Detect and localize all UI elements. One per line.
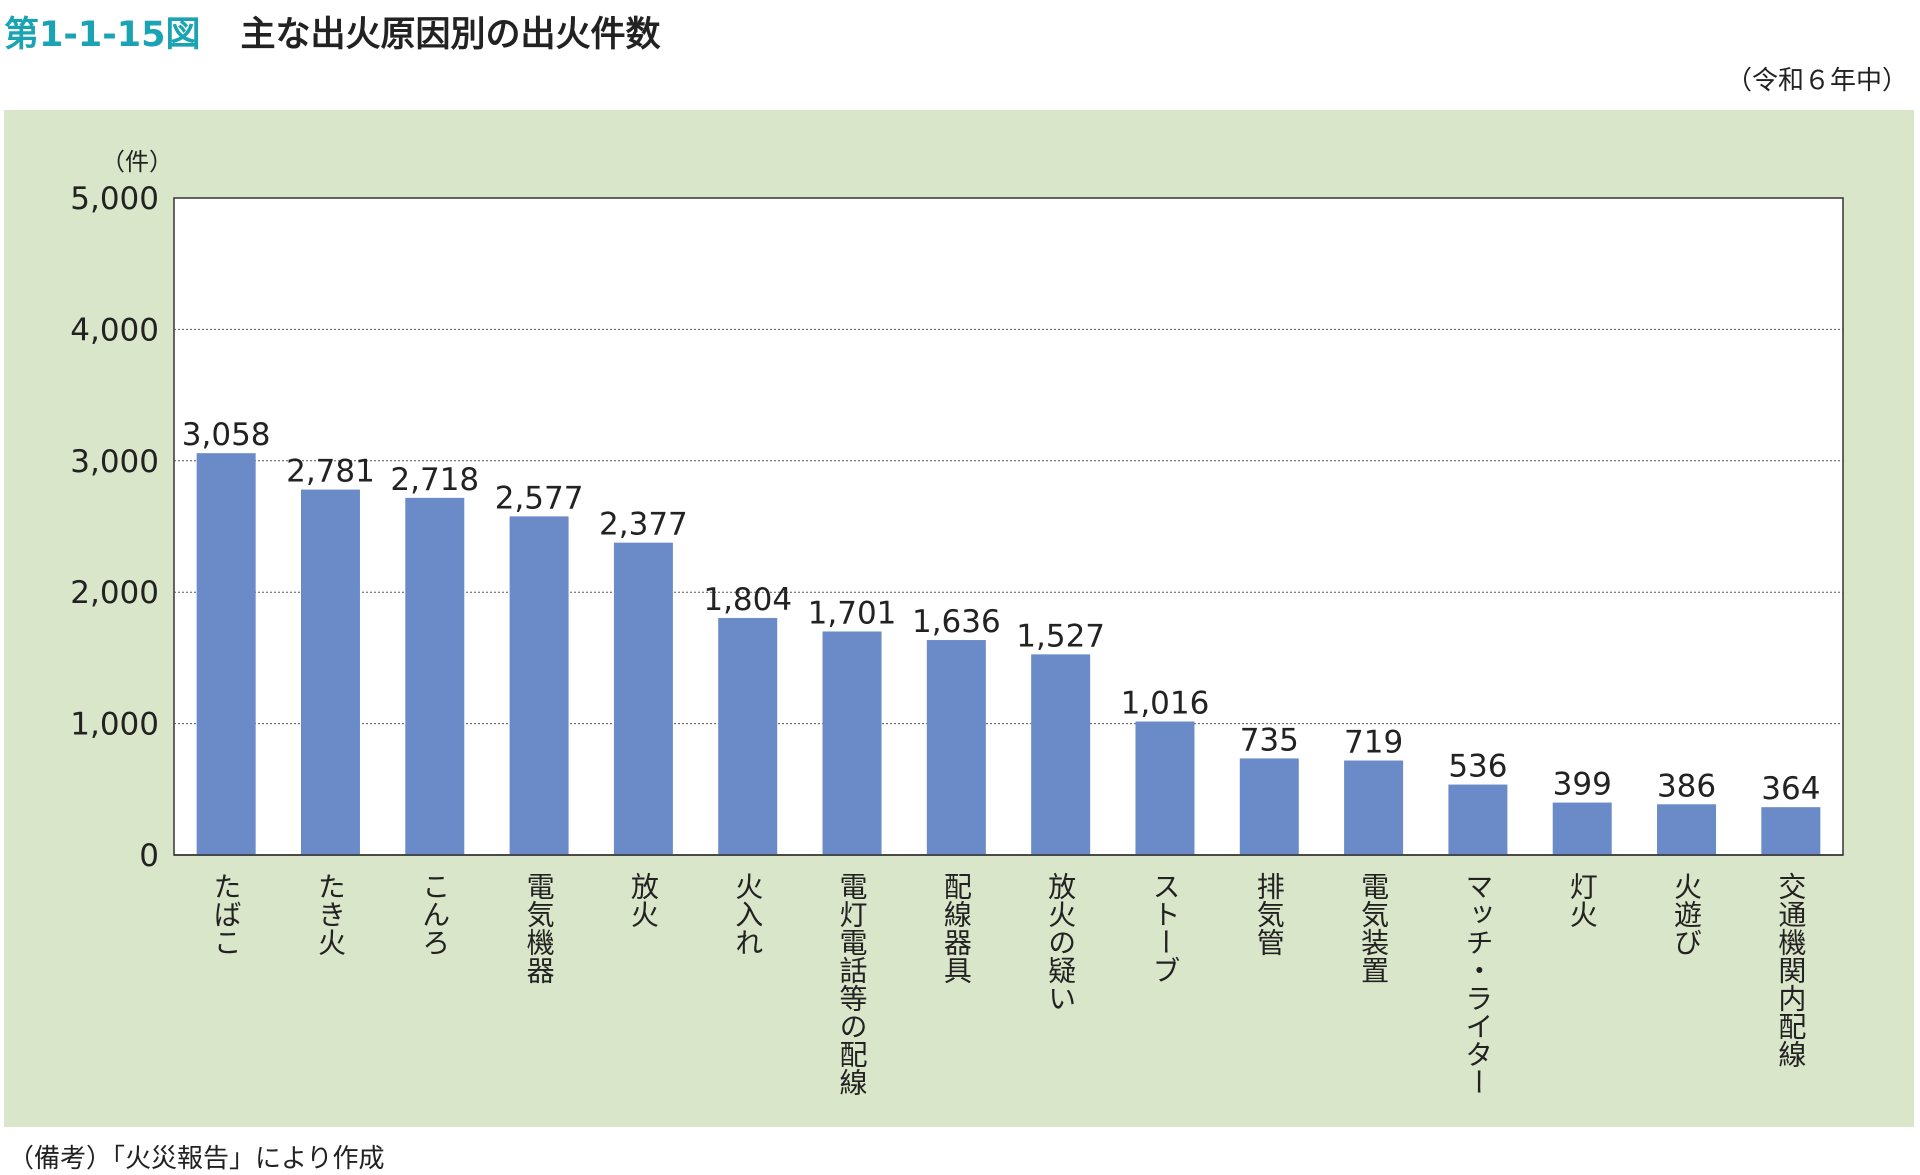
category-label: 灯火	[1566, 872, 1599, 928]
data-label: 536	[1448, 749, 1507, 785]
bar	[1135, 721, 1195, 855]
data-label: 1,636	[912, 604, 1001, 640]
y-axis-label: （件）	[101, 148, 173, 176]
category-label: たばこ	[210, 872, 243, 956]
data-label: 386	[1657, 768, 1716, 804]
y-tick-label: 5,000	[70, 181, 159, 217]
category-label: 火遊び	[1670, 872, 1703, 956]
data-label: 2,377	[599, 507, 688, 543]
bar	[300, 489, 360, 855]
bar	[1552, 802, 1612, 855]
bar	[926, 640, 986, 855]
bar	[718, 617, 778, 855]
data-label: 719	[1344, 725, 1403, 761]
data-label: 399	[1553, 767, 1612, 803]
category-label: 火入れ	[731, 872, 764, 956]
figure-number: 第1-1-15図	[4, 15, 201, 55]
category-label: 放火	[627, 872, 660, 928]
category-label: たき火	[314, 872, 347, 956]
category-label: マッチ・ライター	[1461, 872, 1494, 1096]
category-label: 電気装置	[1357, 872, 1390, 984]
y-tick-label: 1,000	[70, 707, 159, 743]
y-tick-label: 2,000	[70, 575, 159, 611]
source-note: （備考）「火災報告」により作成	[8, 1144, 385, 1174]
data-label: 2,781	[286, 454, 375, 490]
data-label: 1,527	[1016, 618, 1105, 654]
bar	[1031, 654, 1091, 855]
data-label: 2,718	[390, 462, 479, 498]
bar	[822, 631, 882, 855]
bar	[405, 497, 465, 855]
bar	[1761, 807, 1821, 855]
bar	[1448, 784, 1508, 855]
y-tick-label: 0	[139, 838, 159, 874]
data-label: 735	[1240, 722, 1299, 758]
category-label: 配線器具	[940, 872, 973, 984]
bar	[1657, 804, 1717, 855]
period-label: （令和６年中）	[1725, 66, 1908, 96]
bar	[196, 453, 256, 855]
chart-title: 第1-1-15図 主な出火原因別の出火件数	[4, 6, 660, 57]
data-label: 1,804	[703, 582, 792, 618]
bar	[1344, 760, 1404, 855]
data-label: 364	[1761, 771, 1820, 807]
bar	[1239, 758, 1299, 855]
y-tick-label: 4,000	[70, 312, 159, 348]
category-label: 電灯電話等の配線	[836, 872, 869, 1096]
category-label: 放火の疑い	[1044, 872, 1077, 1012]
category-label: ストーブ	[1148, 872, 1181, 984]
figure-title: 主な出火原因別の出火件数	[240, 15, 661, 55]
category-label: 電気機器	[523, 872, 556, 984]
bar	[509, 516, 569, 855]
category-label: 交通機関内配線	[1774, 872, 1807, 1068]
category-label: 排気管	[1253, 872, 1286, 956]
bar	[613, 542, 673, 855]
data-label: 2,577	[495, 480, 584, 516]
data-label: 1,701	[808, 595, 897, 631]
category-label: こんろ	[418, 872, 451, 956]
y-tick-label: 3,000	[70, 444, 159, 480]
data-label: 3,058	[182, 417, 271, 453]
data-label: 1,016	[1121, 685, 1210, 721]
